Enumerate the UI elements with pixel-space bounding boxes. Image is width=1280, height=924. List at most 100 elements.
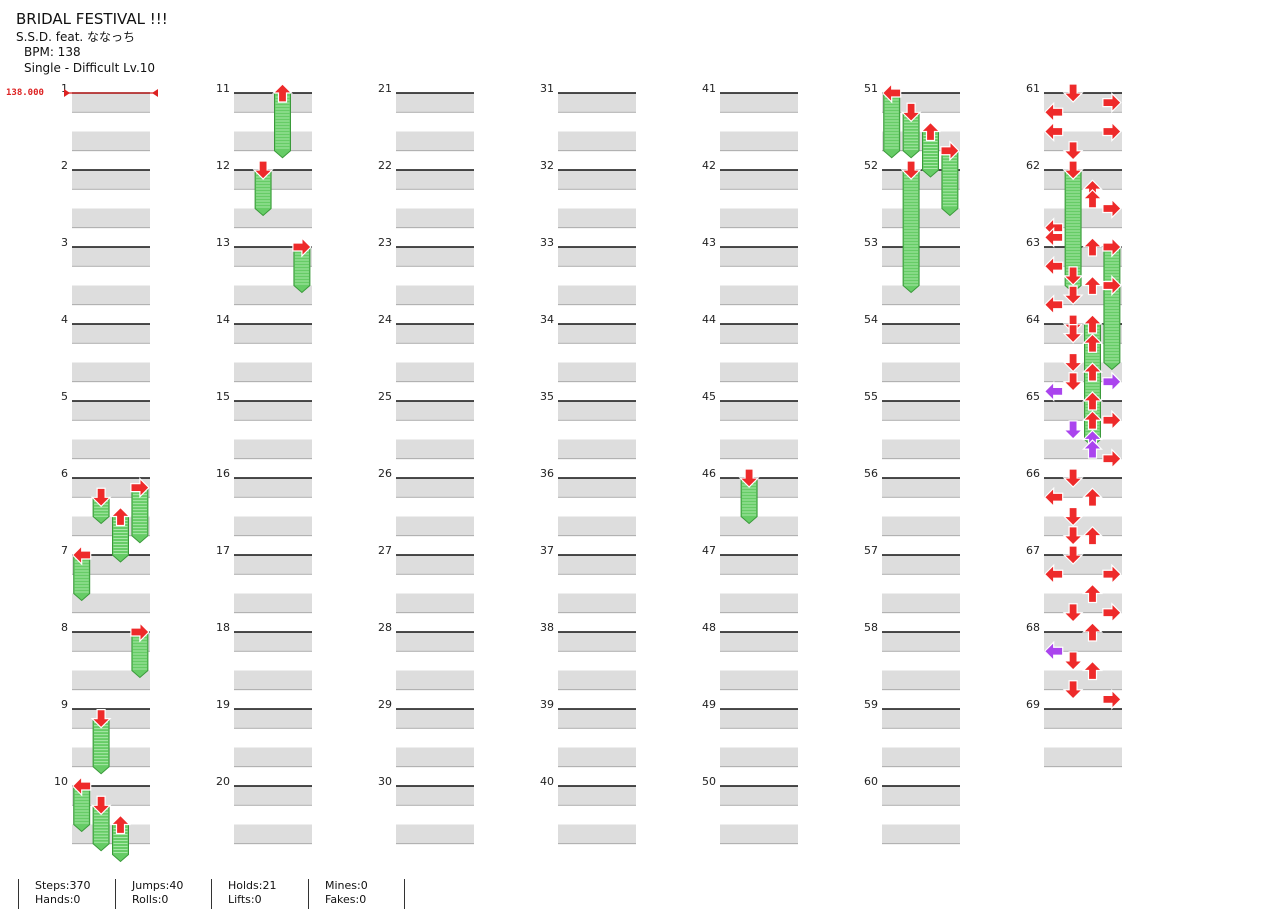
beat-band (558, 131, 636, 151)
beat-band (558, 593, 636, 613)
arrow-left-icon (1043, 563, 1064, 585)
measure-number: 26 (378, 467, 392, 480)
measure-number: 4 (61, 313, 68, 326)
arrow-right-icon (1102, 371, 1122, 393)
beat-band (396, 324, 474, 344)
measure-number: 36 (540, 467, 554, 480)
measure-number: 47 (702, 544, 716, 557)
beat-band (558, 93, 636, 113)
beat-band (720, 439, 798, 459)
arrow-up-icon (1082, 237, 1103, 257)
measure-number: 11 (216, 82, 230, 95)
beat-band (882, 555, 960, 575)
arrow-right-icon (1102, 236, 1122, 258)
beat-band (1044, 709, 1122, 729)
beat-band (396, 709, 474, 729)
arrow-right-icon (292, 236, 312, 258)
arrow-down-icon (1062, 285, 1084, 305)
arrow-right-icon (1102, 688, 1122, 710)
arrow-left-icon (1043, 486, 1064, 508)
beat-band (396, 285, 474, 305)
measure-number: 6 (61, 467, 68, 480)
measure-number: 41 (702, 82, 716, 95)
beat-band (882, 362, 960, 382)
beat-band (558, 824, 636, 844)
measure-number: 13 (216, 236, 230, 249)
beat-band (558, 324, 636, 344)
beat-band (882, 131, 960, 151)
measure-number: 32 (540, 159, 554, 172)
measure-number: 10 (54, 775, 68, 788)
beat-band (234, 208, 312, 228)
beat-band (720, 709, 798, 729)
beat-band (396, 131, 474, 151)
arrow-down-icon (1062, 352, 1084, 373)
measure-number: 21 (378, 82, 392, 95)
beat-band (1044, 670, 1122, 690)
beat-band (396, 786, 474, 806)
measure-number: 16 (216, 467, 230, 480)
beat-band (1044, 632, 1122, 652)
beat-band (882, 593, 960, 613)
measure-number: 64 (1026, 313, 1040, 326)
beat-band (72, 131, 150, 151)
arrow-right-icon (940, 140, 960, 162)
beat-band (234, 555, 312, 575)
beat-band (1044, 324, 1122, 344)
arrow-up-icon (1082, 525, 1103, 546)
measure-number: 9 (61, 698, 68, 711)
arrow-up-icon (1082, 660, 1103, 681)
measure-number: 68 (1026, 621, 1040, 634)
beat-band (396, 747, 474, 767)
measure-number: 51 (864, 82, 878, 95)
measure-number: 3 (61, 236, 68, 249)
arrow-up-icon (1082, 622, 1103, 642)
arrow-left-icon (71, 775, 92, 797)
arrow-down-icon (900, 102, 922, 123)
beat-band (72, 439, 150, 459)
arrow-left-icon (1043, 101, 1064, 123)
arrow-down-icon (1062, 468, 1084, 488)
beat-band (720, 747, 798, 767)
beat-band (1044, 208, 1122, 228)
measure-number: 24 (378, 313, 392, 326)
measure-number: 33 (540, 236, 554, 249)
arrow-down-icon (900, 160, 922, 180)
arrow-right-icon (1102, 121, 1122, 142)
beat-band (882, 786, 960, 806)
beat-band (72, 285, 150, 305)
beat-band (234, 593, 312, 613)
measure-number: 50 (702, 775, 716, 788)
beat-band (396, 247, 474, 267)
beat-band (558, 362, 636, 382)
arrow-down-icon (1062, 680, 1084, 700)
stat-lifts: Lifts:0 (228, 893, 262, 906)
beat-band (720, 593, 798, 613)
arrow-right-icon (1102, 602, 1122, 624)
beat-band (234, 401, 312, 421)
measure-number: 48 (702, 621, 716, 634)
beat-band (558, 516, 636, 536)
beat-band (1044, 131, 1122, 151)
arrow-up-icon (1082, 275, 1103, 296)
beat-band (558, 670, 636, 690)
measure-number: 23 (378, 236, 392, 249)
beat-band (396, 362, 474, 382)
measure-number: 15 (216, 390, 230, 403)
arrow-left-icon (71, 544, 92, 566)
beat-band (882, 324, 960, 344)
arrow-left-icon (1043, 255, 1064, 277)
beat-band (558, 439, 636, 459)
measure-number: 62 (1026, 159, 1040, 172)
arrow-down-icon (1062, 651, 1084, 671)
stats-divider (404, 879, 405, 909)
beat-band (72, 401, 150, 421)
beat-band (1044, 93, 1122, 113)
arrow-left-icon (1043, 294, 1064, 316)
measure-number: 17 (216, 544, 230, 557)
beat-band (1044, 401, 1122, 421)
arrow-right-icon (1102, 563, 1122, 585)
beat-band (720, 131, 798, 151)
arrow-down-icon (1062, 141, 1084, 161)
beat-band (234, 285, 312, 305)
